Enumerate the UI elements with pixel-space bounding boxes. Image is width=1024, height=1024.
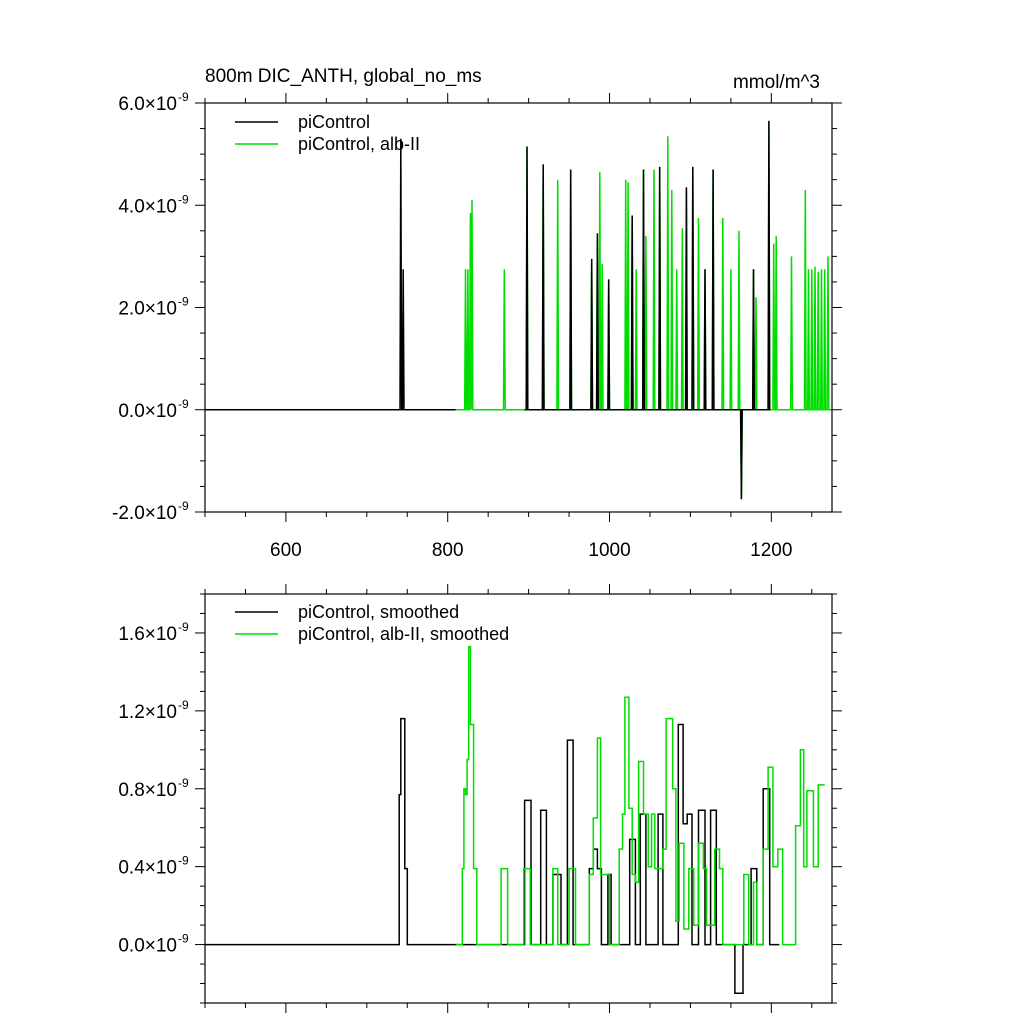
y-tick-exponent: -9 bbox=[178, 192, 189, 206]
y-tick-exponent: -9 bbox=[178, 932, 189, 946]
y-tick-exponent: -9 bbox=[178, 776, 189, 790]
y-tick-label: 4.0×10 bbox=[118, 196, 177, 217]
plot-frame bbox=[204, 102, 833, 513]
chart-title: 800m DIC_ANTH, global_no_ms bbox=[205, 66, 482, 87]
x-tick-label: 1000 bbox=[588, 540, 630, 561]
bottom-panel: 0.0×10 -90.4×10 -90.8×10 -91.2×10 -91.6×10 -9… bbox=[118, 584, 842, 1013]
units-label: mmol/m^3 bbox=[733, 72, 820, 93]
y-tick-label: 1.2×10 bbox=[118, 702, 177, 723]
x-tick-label: 600 bbox=[270, 540, 302, 561]
y-tick-label: 0.0×10 bbox=[118, 936, 177, 957]
series-line bbox=[205, 717, 780, 995]
legend-label: piControl, alb-II, smoothed bbox=[298, 624, 509, 644]
y-tick-label: 0.4×10 bbox=[118, 858, 177, 879]
y-tick-exponent: -9 bbox=[178, 620, 189, 634]
series-line bbox=[524, 120, 771, 500]
legend: piControl piControl, alb-II bbox=[235, 112, 420, 154]
y-tick-label: 2.0×10 bbox=[118, 299, 177, 320]
top-panel: 800m DIC_ANTH, global_no_ms mmol/m^3 600… bbox=[112, 66, 842, 561]
y-tick-exponent: -9 bbox=[178, 854, 189, 868]
series-line bbox=[205, 138, 456, 411]
legend: piControl, smoothed piControl, alb-II, s… bbox=[235, 602, 509, 644]
y-tick-exponent: -9 bbox=[178, 397, 189, 411]
x-tick-label: 1200 bbox=[750, 540, 792, 561]
y-tick-label: 0.8×10 bbox=[118, 780, 177, 801]
legend-label: piControl bbox=[298, 112, 370, 132]
y-tick-exponent: -9 bbox=[178, 698, 189, 712]
y-tick-exponent: -9 bbox=[178, 295, 189, 309]
plot-frame bbox=[204, 593, 833, 1004]
y-tick-label: 0.0×10 bbox=[118, 401, 177, 422]
x-tick-label: 800 bbox=[432, 540, 464, 561]
y-tick-label: 1.6×10 bbox=[118, 624, 177, 645]
series-line bbox=[455, 645, 825, 946]
y-tick-label: 6.0×10 bbox=[118, 94, 177, 115]
legend-label: piControl, smoothed bbox=[298, 602, 459, 622]
y-tick-exponent: -9 bbox=[178, 499, 189, 513]
y-tick-exponent: -9 bbox=[178, 90, 189, 104]
y-tick-label: -2.0×10 bbox=[112, 503, 177, 524]
legend-label: piControl, alb-II bbox=[298, 134, 420, 154]
